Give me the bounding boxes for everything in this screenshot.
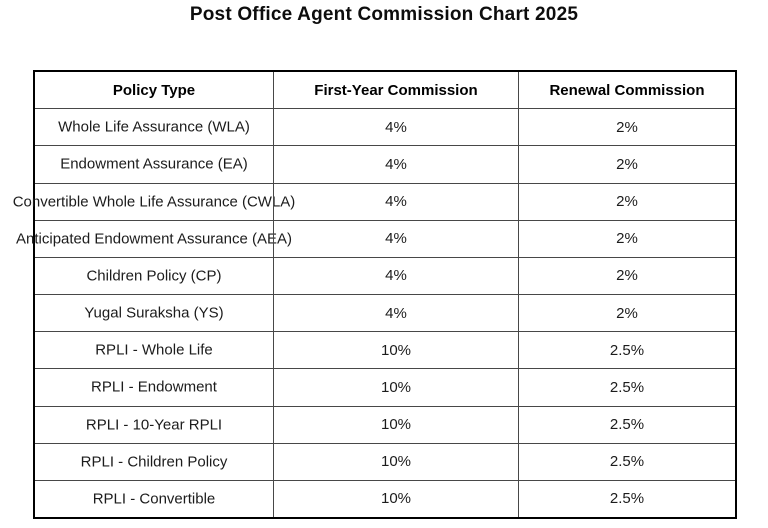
policy-type-cell: RPLI - Endowment [35, 369, 273, 405]
policy-type-cell: Anticipated Endowment Assurance (AEA) [16, 221, 292, 257]
first-year-commission-cell: 10% [273, 369, 518, 406]
column-header-first-year-commission-label: First-Year Commission [314, 81, 478, 99]
policy-type-label: RPLI - Endowment [91, 378, 217, 396]
first-year-commission-cell: 4% [273, 146, 518, 183]
first-year-commission-cell: 10% [273, 406, 518, 443]
policy-type-cell: RPLI - 10-Year RPLI [35, 407, 273, 443]
policy-type-label: Yugal Suraksha (YS) [84, 304, 224, 322]
table-row: Convertible Whole Life Assurance (CWLA) 4… [13, 182, 735, 220]
first-year-commission-value: 10% [380, 416, 412, 434]
renewal-commission-value: 2% [616, 267, 638, 285]
first-year-commission-value: 4% [385, 230, 407, 248]
renewal-commission-cell: 2% [518, 295, 735, 332]
table-row: RPLI - Children Policy 10% 2.5% [35, 442, 735, 480]
policy-type-cell: Children Policy (CP) [35, 258, 273, 294]
first-year-commission-value: 10% [380, 453, 412, 471]
policy-type-label: RPLI - 10-Year RPLI [85, 416, 223, 434]
column-header-policy-type: Policy Type [35, 72, 273, 108]
commission-table: Policy Type First-Year Commission Renewa… [13, 70, 737, 519]
policy-type-label: RPLI - Convertible [92, 490, 216, 508]
renewal-commission-value: 2% [616, 304, 638, 322]
policy-type-cell: Yugal Suraksha (YS) [35, 295, 273, 331]
renewal-commission-value: 2.5% [609, 378, 645, 396]
renewal-commission-cell: 2.5% [518, 443, 735, 480]
first-year-commission-value: 10% [380, 341, 412, 359]
table-row: Whole Life Assurance (WLA) 4% 2% [35, 108, 735, 146]
policy-type-cell: RPLI - Children Policy [35, 444, 273, 480]
renewal-commission-cell: 2.5% [518, 332, 735, 369]
column-header-renewal-commission: Renewal Commission [518, 72, 735, 109]
first-year-commission-value: 4% [385, 193, 407, 211]
table-row: Children Policy (CP) 4% 2% [35, 256, 735, 295]
first-year-commission-value: 4% [385, 267, 407, 285]
renewal-commission-cell: 2% [518, 109, 735, 146]
renewal-commission-value: 2.5% [609, 341, 645, 359]
renewal-commission-cell: 2% [518, 257, 735, 295]
policy-type-cell: RPLI - Whole Life [35, 332, 273, 368]
table-row: RPLI - Whole Life 10% 2.5% [35, 331, 735, 369]
first-year-commission-value: 10% [380, 378, 412, 396]
policy-type-label: Anticipated Endowment Assurance (AEA) [16, 230, 292, 248]
renewal-commission-cell: 2.5% [518, 480, 735, 518]
first-year-commission-cell: 4% [273, 295, 518, 332]
policy-type-cell: Whole Life Assurance (WLA) [35, 109, 273, 145]
policy-type-cell: Endowment Assurance (EA) [35, 146, 273, 182]
first-year-commission-value: 4% [385, 155, 407, 173]
table-row: Endowment Assurance (EA) 4% 2% [35, 145, 735, 183]
policy-type-label: RPLI - Whole Life [95, 341, 213, 359]
renewal-commission-cell: 2.5% [518, 369, 735, 406]
policy-type-label: Children Policy (CP) [86, 267, 222, 285]
policy-type-cell: RPLI - Convertible [35, 481, 273, 517]
renewal-commission-cell: 2% [518, 183, 735, 220]
table-header-row: Policy Type First-Year Commission Renewa… [35, 72, 735, 109]
table-row: Yugal Suraksha (YS) 4% 2% [35, 294, 735, 332]
first-year-commission-cell: 10% [273, 443, 518, 480]
policy-type-label: Convertible Whole Life Assurance (CWLA) [12, 193, 296, 211]
table-row: Anticipated Endowment Assurance (AEA) 4% 2… [16, 219, 735, 257]
first-year-commission-cell: 4% [273, 257, 518, 295]
policy-type-label: Endowment Assurance (EA) [60, 155, 248, 173]
renewal-commission-value: 2% [616, 155, 638, 173]
first-year-commission-cell: 4% [273, 220, 518, 257]
page-title: Post Office Agent Commission Chart 2025 [189, 4, 579, 25]
renewal-commission-value: 2% [616, 118, 638, 136]
renewal-commission-cell: 2% [518, 220, 735, 257]
policy-type-cell: Convertible Whole Life Assurance (CWLA) [13, 184, 296, 220]
first-year-commission-value: 4% [385, 304, 407, 322]
table-row: RPLI - 10-Year RPLI 10% 2.5% [35, 405, 735, 443]
first-year-commission-value: 4% [385, 118, 407, 136]
first-year-commission-cell: 10% [273, 480, 518, 518]
column-header-first-year-commission: First-Year Commission [273, 72, 518, 109]
renewal-commission-value: 2.5% [609, 453, 645, 471]
first-year-commission-value: 10% [380, 490, 412, 508]
renewal-commission-value: 2.5% [609, 416, 645, 434]
policy-type-label: Whole Life Assurance (WLA) [58, 118, 250, 136]
table-row: RPLI - Endowment 10% 2.5% [35, 368, 735, 406]
first-year-commission-cell: 10% [273, 332, 518, 369]
renewal-commission-value: 2% [616, 230, 638, 248]
policy-type-label: RPLI - Children Policy [80, 453, 228, 471]
renewal-commission-cell: 2% [518, 146, 735, 183]
column-header-policy-type-label: Policy Type [112, 81, 196, 99]
renewal-commission-value: 2% [616, 193, 638, 211]
first-year-commission-cell: 4% [273, 183, 518, 220]
first-year-commission-cell: 4% [273, 109, 518, 146]
renewal-commission-cell: 2.5% [518, 406, 735, 443]
column-header-renewal-commission-label: Renewal Commission [549, 81, 705, 99]
renewal-commission-value: 2.5% [609, 490, 645, 508]
table-row: RPLI - Convertible 10% 2.5% [35, 479, 735, 518]
